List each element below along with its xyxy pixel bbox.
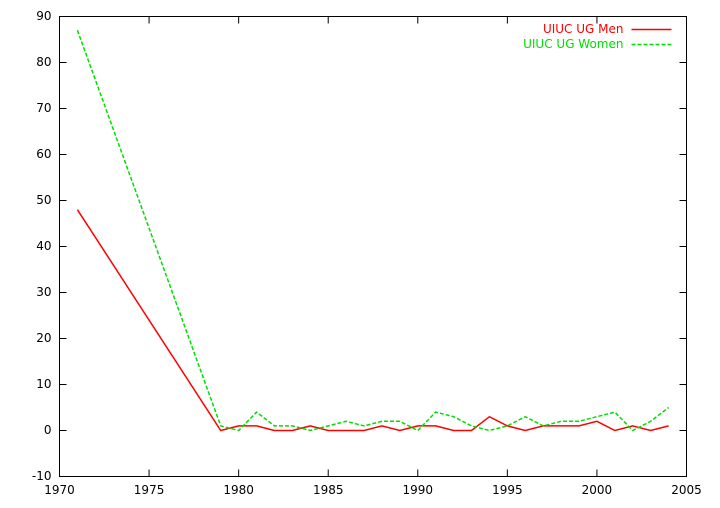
y-tick-label: 70 <box>36 101 51 115</box>
y-tick-label: 10 <box>36 377 51 391</box>
y-tick-label: 50 <box>36 193 51 207</box>
data-line <box>76 209 669 432</box>
plot-border <box>59 16 687 477</box>
legend-label: UIUC UG Men <box>543 22 624 36</box>
y-tick-label: 30 <box>36 285 51 299</box>
legend-label: UIUC UG Women <box>523 37 623 51</box>
y-tick-label: -10 <box>32 469 52 483</box>
data-line <box>76 30 670 432</box>
y-tick-label: 0 <box>44 423 52 437</box>
y-tick-label: 90 <box>36 9 51 23</box>
x-tick-label: 1990 <box>403 483 434 497</box>
x-tick-label: 2000 <box>582 483 613 497</box>
x-tick-label: 1975 <box>134 483 165 497</box>
x-tick-label: 1980 <box>223 483 254 497</box>
y-tick-label: 80 <box>36 55 51 69</box>
x-tick-label: 1995 <box>492 483 523 497</box>
y-tick-label: 40 <box>36 239 51 253</box>
x-tick-label: 2005 <box>671 483 702 497</box>
y-tick-label: 20 <box>36 331 51 345</box>
y-tick-label: 60 <box>36 147 51 161</box>
x-tick-label: 1970 <box>44 483 75 497</box>
x-tick-label: 1985 <box>313 483 344 497</box>
